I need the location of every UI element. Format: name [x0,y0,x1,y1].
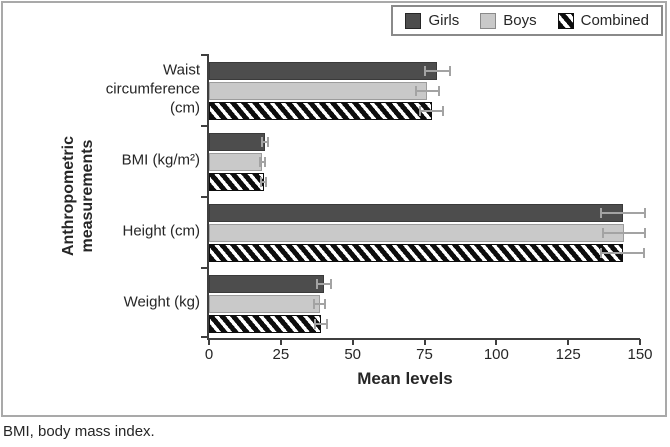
error-bar-cap-left [259,177,262,187]
legend-item-girls: Girls [405,12,460,29]
category-label-height-cm: Height (cm) [122,222,200,240]
x-tick-label-125: 125 [555,346,581,363]
error-bar-cap-left [419,106,422,116]
error-bar-cap-left [312,299,315,309]
error-bar-cap-right [448,66,451,76]
error-bar-boys-bmi-kg-m [259,161,265,163]
legend: Girls Boys Combined [391,5,663,36]
error-bar-cap-right [442,106,445,116]
error-bar-cap-left [414,86,417,96]
bar-combined-height-cm [209,244,623,262]
error-bar-cap-left [316,279,319,289]
error-bar-boys-height-cm [603,232,646,234]
category-label-waist-circumference-cm: Waist circumference (cm) [105,61,200,117]
error-bar-cap-left [258,157,261,167]
y-axis-tick [201,125,207,127]
bar-girls-waist-circumference-cm [209,62,438,80]
x-axis-tick [423,339,426,345]
x-tick-label-100: 100 [483,346,509,363]
x-axis-tick [567,339,570,345]
error-bar-cap-left [260,137,263,147]
x-axis-tick [639,339,641,345]
legend-item-boys: Boys [480,12,537,29]
error-bar-cap-right [325,319,328,329]
x-tick-label-0: 0 [204,346,214,363]
error-bar-cap-right [324,299,327,309]
error-bar-cap-left [599,208,602,218]
legend-swatch-girls-icon [405,12,422,29]
error-bar-cap-left [314,319,317,329]
error-bar-cap-right [644,228,647,238]
x-axis-tick [279,339,282,345]
error-bar-cap-left [600,248,603,258]
legend-item-combined: Combined [557,12,649,29]
error-bar-boys-weight-kg [313,303,326,305]
error-bar-cap-right [267,137,270,147]
error-bar-boys-waist-circumference-cm [415,90,439,92]
error-bar-girls-weight-kg [317,283,331,285]
bar-boys-bmi-kg-m [209,153,263,171]
legend-label-combined: Combined [580,12,649,29]
category-label-bmi-kg-m: BMI (kg/m²) [121,151,200,169]
y-axis-tick [201,196,207,198]
x-tick-label-50: 50 [344,346,361,363]
bar-girls-bmi-kg-m [209,133,266,151]
x-axis-tick [351,339,354,345]
x-tick-label-150: 150 [627,346,653,363]
error-bar-girls-height-cm [600,212,645,214]
x-tick-label-25: 25 [272,346,290,363]
error-bar-cap-right [643,208,646,218]
y-axis-tick [201,267,207,269]
error-bar-combined-bmi-kg-m [260,181,267,183]
bar-girls-height-cm [209,204,623,222]
x-tick-label-75: 75 [416,346,433,363]
error-bar-cap-right [263,157,266,167]
error-bar-cap-right [643,248,646,258]
bar-girls-weight-kg [209,275,324,293]
category-label-weight-kg: Weight (kg) [123,293,200,311]
error-bar-cap-right [437,86,440,96]
bar-combined-bmi-kg-m [209,173,264,191]
legend-swatch-boys-icon [480,12,497,29]
error-bar-combined-waist-circumference-cm [420,110,444,112]
error-bar-combined-height-cm [601,252,645,254]
x-axis-title: Mean levels [357,369,453,388]
error-bar-cap-right [265,177,268,187]
error-bar-combined-weight-kg [315,323,327,325]
y-axis-tick [201,336,207,338]
plot-area: 0 25 50 75 100 125 150 [201,54,653,363]
error-bar-cap-left [602,228,605,238]
x-axis-tick [495,339,498,345]
error-bar-girls-bmi-kg-m [261,141,269,143]
legend-label-girls: Girls [428,12,460,29]
footnote: BMI, body mass index. [3,423,155,440]
legend-label-boys: Boys [503,12,537,29]
error-bar-girls-waist-circumference-cm [425,70,450,72]
bar-combined-waist-circumference-cm [209,102,432,120]
y-axis-title-line1: Anthropometric [60,136,77,256]
bar-boys-waist-circumference-cm [209,82,428,100]
legend-swatch-combined-icon [557,12,574,29]
bar-combined-weight-kg [209,315,322,333]
bar-boys-weight-kg [209,295,320,313]
error-bar-cap-right [329,279,332,289]
bar-boys-height-cm [209,224,625,242]
x-axis-tick [208,339,210,345]
error-bar-cap-left [424,66,427,76]
y-axis-tick [201,54,207,56]
